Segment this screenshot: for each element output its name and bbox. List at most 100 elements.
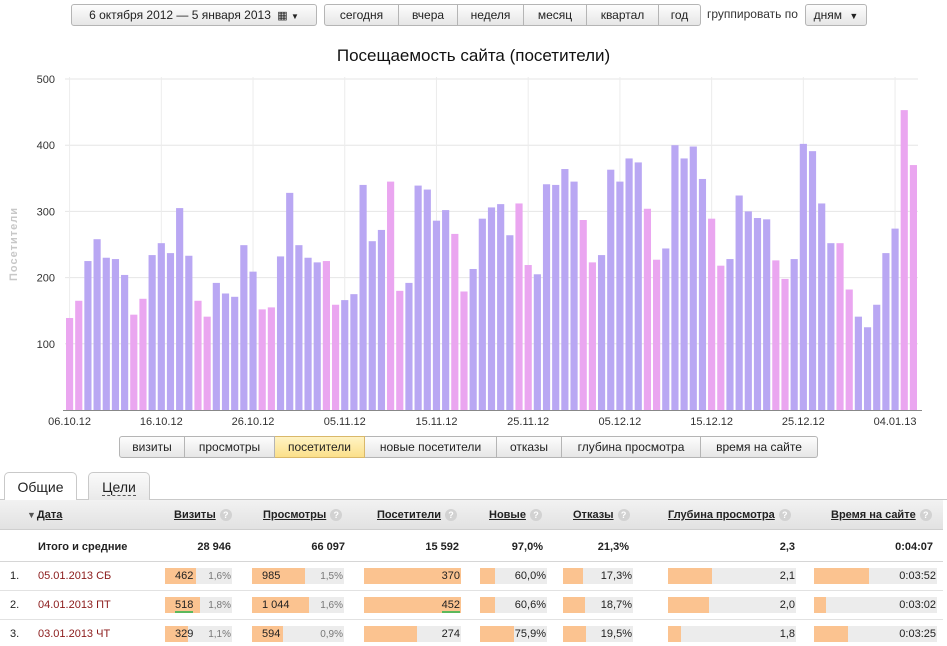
period-week-button[interactable]: неделя bbox=[458, 4, 524, 26]
metric-views-button[interactable]: просмотры bbox=[185, 436, 275, 458]
column-visitors[interactable]: Посетители? bbox=[377, 509, 457, 521]
chart-bar bbox=[607, 169, 615, 410]
help-icon[interactable]: ? bbox=[219, 509, 232, 521]
column-views[interactable]: Просмотры? bbox=[263, 509, 343, 521]
cell-depth: 2,0 bbox=[668, 597, 796, 613]
metric-bounces-button[interactable]: отказы bbox=[497, 436, 562, 458]
chart-bar bbox=[579, 220, 587, 410]
chart-bar bbox=[542, 184, 551, 410]
chart-bar bbox=[396, 290, 404, 410]
chart-bar bbox=[588, 262, 596, 410]
totals-views: 66 097 bbox=[311, 541, 345, 553]
period-today-button[interactable]: сегодня bbox=[324, 4, 399, 26]
column-date[interactable]: ▼Дата bbox=[27, 509, 63, 521]
chart-bar bbox=[753, 218, 762, 410]
chart-bar bbox=[377, 229, 386, 410]
chart-bar bbox=[808, 151, 817, 410]
column-bounce[interactable]: Отказы? bbox=[573, 509, 630, 521]
cell-time-value: 0:03:25 bbox=[899, 628, 936, 640]
chart-bar bbox=[359, 184, 367, 410]
tab-general[interactable]: Общие bbox=[4, 472, 77, 501]
chart-bar bbox=[368, 241, 376, 410]
tab-goals[interactable]: Цели bbox=[88, 472, 150, 500]
row-date-link[interactable]: 05.01.2013 СБ bbox=[38, 570, 112, 582]
chart-bar bbox=[524, 265, 532, 410]
chart-bar bbox=[121, 274, 129, 410]
chart-bar bbox=[423, 189, 431, 410]
metric-visitors-button[interactable]: посетители bbox=[275, 436, 365, 458]
x-tick-label: 05.12.12 bbox=[598, 416, 641, 428]
sort-desc-icon: ▼ bbox=[27, 510, 36, 520]
metric-depth-button[interactable]: глубина просмотра bbox=[562, 436, 701, 458]
chart-bar bbox=[286, 192, 294, 410]
cell-visitors: 370 bbox=[364, 568, 461, 584]
column-time[interactable]: Время на сайте? bbox=[831, 509, 932, 521]
tab-general-label: Общие bbox=[17, 479, 64, 495]
help-icon[interactable]: ? bbox=[444, 509, 457, 521]
help-icon[interactable]: ? bbox=[778, 509, 791, 521]
group-by-select[interactable]: дням ▼ bbox=[805, 4, 867, 26]
date-range-picker[interactable]: 6 октября 2012 — 5 января 2013 ▦ ▼ bbox=[71, 4, 317, 26]
chart-bar bbox=[442, 210, 450, 410]
chart-bar bbox=[698, 178, 707, 410]
cell-bounce-bar bbox=[563, 568, 583, 584]
help-icon[interactable]: ? bbox=[617, 509, 630, 521]
chart-bar bbox=[616, 181, 624, 410]
chart-bar bbox=[854, 316, 862, 410]
chart-bar bbox=[75, 300, 83, 410]
chart-bar bbox=[662, 248, 670, 410]
column-depth[interactable]: Глубина просмотра? bbox=[668, 509, 791, 521]
y-tick-label: 500 bbox=[37, 74, 55, 86]
chart-bar bbox=[432, 220, 441, 410]
totals-new: 97,0% bbox=[511, 541, 543, 553]
table-row[interactable]: 3. 03.01.2013 ЧТ 329 1,1% 594 0,9% 274 75,9% 19,… bbox=[0, 620, 943, 646]
metric-time-button[interactable]: время на сайте bbox=[701, 436, 818, 458]
cell-visits: 462 1,6% bbox=[165, 568, 232, 584]
cell-views-bar bbox=[252, 597, 310, 613]
chart-bar bbox=[597, 255, 606, 410]
period-quarter-button[interactable]: квартал bbox=[587, 4, 659, 26]
cell-time-value: 0:03:02 bbox=[899, 599, 936, 611]
cell-depth: 1,8 bbox=[668, 626, 796, 642]
row-date-link[interactable]: 03.01.2013 ЧТ bbox=[38, 628, 111, 640]
metric-visits-button[interactable]: визиты bbox=[119, 436, 185, 458]
table-row[interactable]: 1. 05.01.2013 СБ 462 1,6% 985 1,5% 370 60,0% 17,… bbox=[0, 562, 943, 591]
chart-bar bbox=[276, 256, 285, 410]
period-year-button[interactable]: год bbox=[659, 4, 701, 26]
cell-visitors: 452 bbox=[364, 597, 461, 613]
chart-bar bbox=[497, 204, 505, 410]
chart-bar bbox=[533, 274, 541, 410]
row-date-link[interactable]: 04.01.2013 ПТ bbox=[38, 599, 111, 611]
chart-bar bbox=[671, 145, 679, 410]
chart-bar bbox=[891, 228, 899, 410]
column-new[interactable]: Новые? bbox=[489, 509, 542, 521]
chart-bar bbox=[350, 294, 358, 410]
help-icon[interactable]: ? bbox=[919, 509, 932, 521]
cell-bounce: 18,7% bbox=[563, 597, 633, 613]
cell-bounce-value: 19,5% bbox=[600, 628, 632, 640]
totals-bounce: 21,3% bbox=[597, 541, 629, 553]
cell-depth-bar bbox=[668, 597, 709, 613]
table-row[interactable]: 2. 04.01.2013 ПТ 518 1,8% 1 044 1,6% 452 60,6% 1… bbox=[0, 591, 943, 620]
column-visits[interactable]: Визиты? bbox=[174, 509, 232, 521]
chart-bar bbox=[882, 253, 890, 410]
period-yesterday-button[interactable]: вчера bbox=[399, 4, 458, 26]
x-tick-label: 15.11.12 bbox=[415, 416, 457, 428]
chart-bar bbox=[799, 143, 807, 410]
cell-views-value: 594 bbox=[262, 628, 281, 640]
cell-visitors-value: 370 bbox=[441, 570, 460, 582]
chart-bar bbox=[139, 298, 147, 410]
chart-bar bbox=[827, 243, 835, 410]
help-icon[interactable]: ? bbox=[330, 509, 343, 521]
row-index: 2. bbox=[10, 599, 20, 611]
help-icon[interactable]: ? bbox=[529, 509, 542, 521]
chart-title: Посещаемость сайта (посетители) bbox=[336, 46, 611, 65]
totals-time: 0:04:07 bbox=[895, 541, 933, 553]
period-month-button[interactable]: месяц bbox=[524, 4, 587, 26]
chart-bar bbox=[653, 259, 661, 410]
cell-new: 75,9% bbox=[480, 626, 547, 642]
chart-bar bbox=[873, 304, 881, 410]
cell-views-percent: 1,6% bbox=[320, 600, 343, 611]
cell-new-value: 75,9% bbox=[514, 628, 546, 640]
metric-new-visitors-button[interactable]: новые посетители bbox=[365, 436, 497, 458]
